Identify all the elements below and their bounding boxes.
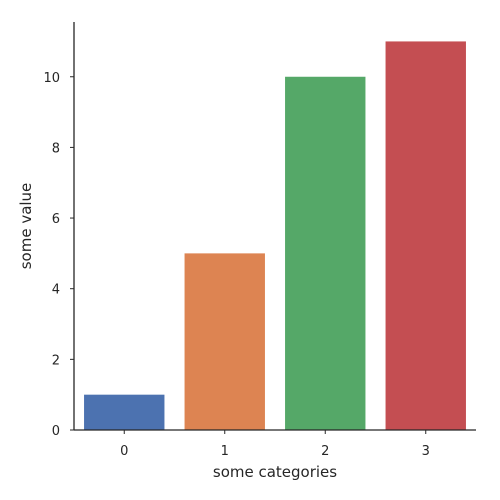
x-tick-label-3: 3 — [422, 444, 430, 459]
x-axis-ticks: 0 1 2 3 — [120, 430, 430, 459]
y-tick-label-2: 2 — [52, 353, 60, 368]
x-tick-label-1: 1 — [221, 444, 229, 459]
x-tick-label-2: 2 — [321, 444, 329, 459]
bar-2 — [285, 76, 366, 431]
y-tick-label-4: 4 — [52, 283, 60, 298]
bar-1 — [184, 253, 265, 430]
bar-3 — [385, 41, 466, 431]
bar-0 — [84, 394, 165, 430]
y-axis-title: some value — [17, 183, 35, 270]
bars-group — [84, 41, 466, 431]
y-tick-label-6: 6 — [52, 212, 60, 227]
x-axis-title: some categories — [213, 463, 337, 481]
x-tick-label-0: 0 — [120, 444, 128, 459]
y-tick-label-10: 10 — [43, 71, 60, 86]
y-axis-ticks: 0 2 4 6 8 10 — [43, 71, 74, 439]
plot-area: 0 2 4 6 8 10 0 1 2 3 — [43, 22, 476, 459]
y-tick-label-8: 8 — [52, 141, 60, 156]
y-tick-label-0: 0 — [52, 424, 60, 439]
